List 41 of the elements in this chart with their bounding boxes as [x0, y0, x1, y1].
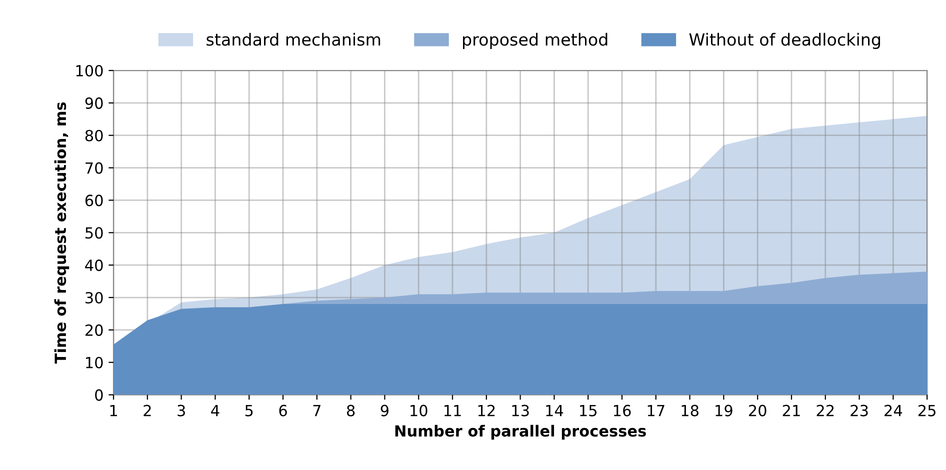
x-tick-label: 1 [110, 404, 117, 416]
x-tick-label: 12 [478, 404, 495, 416]
y-tick-label: 90 [85, 97, 103, 109]
y-tick-label: 60 [85, 194, 103, 206]
x-tick-label: 22 [816, 404, 834, 416]
x-tick-label: 23 [850, 404, 868, 416]
x-tick-label: 18 [682, 404, 698, 416]
x-tick-label: 10 [410, 404, 428, 416]
x-tick-label: 4 [211, 404, 220, 416]
y-tick-label: 40 [85, 260, 103, 272]
x-tick-label: 25 [918, 404, 936, 416]
y-tick-label: 50 [86, 227, 103, 239]
x-tick-label: 24 [884, 404, 902, 416]
x-tick-label: 13 [512, 404, 529, 416]
y-tick-label: 30 [86, 292, 103, 304]
y-axis-title: Time of request execution, ms [54, 102, 70, 364]
x-tick-label: 16 [614, 404, 631, 416]
x-tick-label: 14 [546, 404, 564, 416]
legend-label: Without of deadlocking [689, 32, 880, 50]
x-tick-label: 6 [279, 404, 287, 416]
legend-label: standard mechanism [206, 32, 380, 46]
y-tick-label: 20 [85, 324, 103, 336]
legend-label: proposed method [463, 32, 608, 50]
x-tick-label: 3 [178, 404, 185, 416]
x-tick-label: 15 [580, 404, 596, 416]
y-tick-label: 0 [95, 389, 103, 401]
y-tick-label: 70 [86, 162, 103, 174]
x-tick-label: 17 [648, 404, 664, 416]
y-tick-label: 10 [86, 356, 103, 368]
x-tick-label: 7 [313, 404, 320, 416]
y-tick-label: 100 [76, 64, 103, 77]
x-tick-label: 19 [716, 404, 732, 416]
x-tick-label: 2 [144, 404, 151, 416]
x-axis-title: Number of parallel processes [395, 424, 646, 440]
x-tick-label: 8 [346, 404, 355, 416]
x-tick-label: 5 [245, 404, 253, 416]
y-tick-label: 80 [85, 130, 103, 142]
x-tick-label: 20 [748, 404, 766, 416]
x-tick-label: 9 [380, 404, 388, 416]
x-tick-label: 11 [444, 404, 461, 416]
x-tick-label: 21 [782, 404, 800, 416]
